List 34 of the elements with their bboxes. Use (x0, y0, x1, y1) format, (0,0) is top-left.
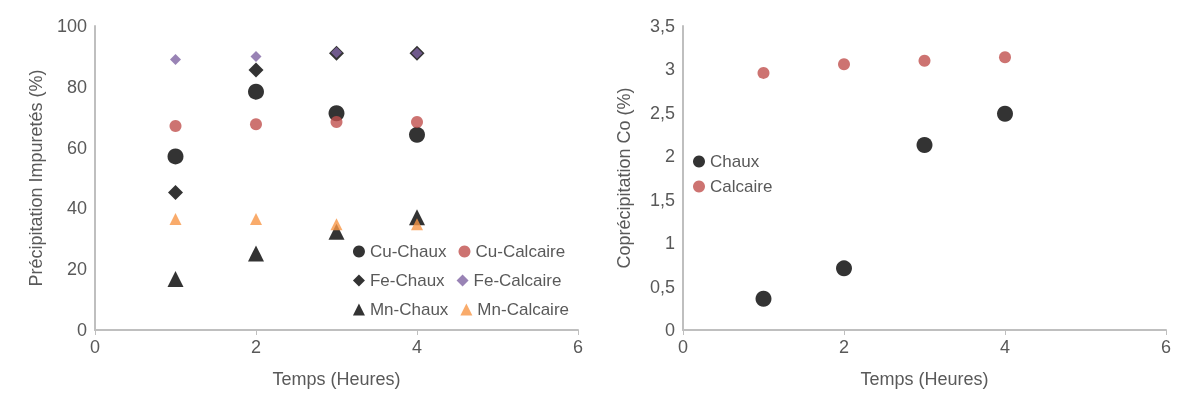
legend-label: Calcaire (710, 177, 773, 196)
y-tick-label: 60 (66, 137, 87, 158)
y-tick-label: 0 (76, 320, 87, 340)
x-axis-title: Temps (Heures) (272, 369, 401, 389)
y-tick-label: 100 (56, 16, 87, 36)
legend-label: Mn-Calcaire (477, 300, 570, 319)
y-tick-label: 3 (664, 59, 675, 80)
y-tick-label: 1 (664, 233, 675, 254)
legend-label: Cu-Chaux (369, 242, 447, 261)
x-tick-label: 0 (677, 337, 689, 357)
y-tick-label: 3,5 (649, 16, 675, 36)
x-tick-label: 0 (89, 337, 101, 357)
legend-label: Fe-Calcaire (473, 271, 562, 290)
legend-label: Cu-Calcaire (475, 242, 566, 261)
legend-label: Chaux (710, 152, 760, 171)
legend-label: Mn-Chaux (369, 300, 449, 319)
y-tick-label: 2 (664, 146, 675, 167)
y-tick-label: 1,5 (649, 189, 675, 210)
x-tick-label: 4 (411, 337, 423, 357)
y-axis-title: Coprécipitation Co (%) (614, 87, 634, 269)
y-tick-label: 80 (66, 76, 87, 97)
x-tick-label: 2 (838, 337, 850, 357)
x-tick-label: 6 (572, 337, 584, 357)
y-tick-label: 0 (664, 320, 675, 340)
x-axis-title: Temps (Heures) (860, 369, 989, 389)
x-tick-label: 2 (250, 337, 262, 357)
legend-label: Fe-Chaux (369, 271, 446, 290)
x-tick-label: 4 (999, 337, 1011, 357)
y-tick-label: 0,5 (649, 276, 675, 297)
y-tick-label: 20 (66, 259, 87, 280)
y-axis-title: Précipitation Impuretés (%) (26, 69, 46, 287)
x-tick-label: 6 (1160, 337, 1172, 357)
y-tick-label: 40 (66, 198, 87, 219)
y-tick-label: 2,5 (649, 102, 675, 123)
